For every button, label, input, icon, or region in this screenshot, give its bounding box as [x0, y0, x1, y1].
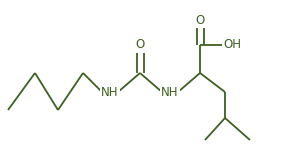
Text: O: O: [135, 38, 145, 52]
Text: OH: OH: [223, 38, 241, 52]
Text: NH: NH: [161, 85, 179, 98]
Text: O: O: [195, 14, 205, 26]
Text: NH: NH: [101, 85, 119, 98]
